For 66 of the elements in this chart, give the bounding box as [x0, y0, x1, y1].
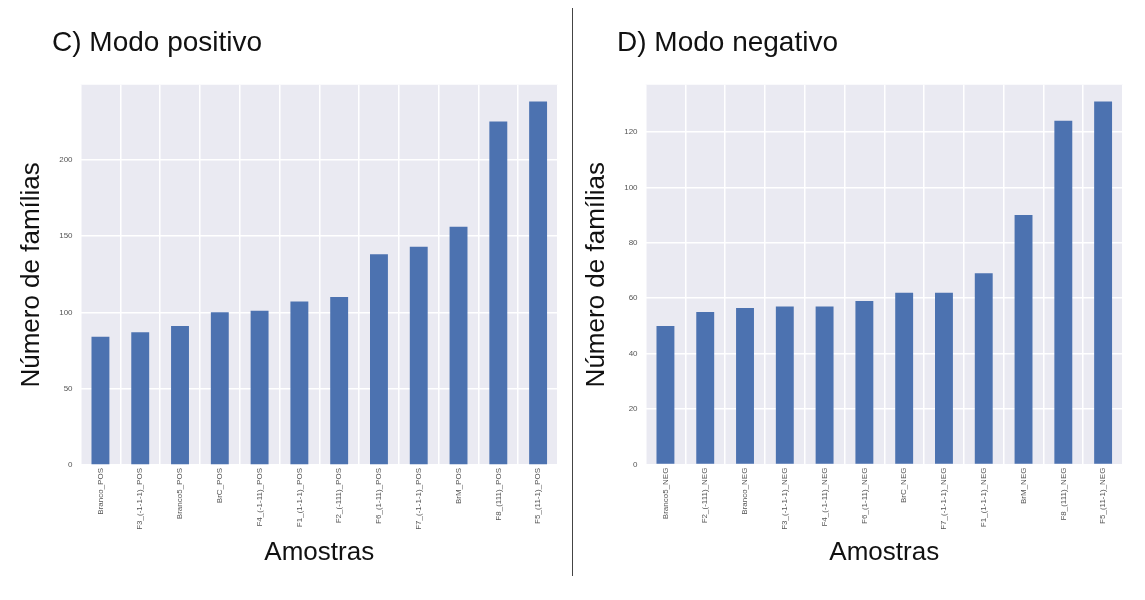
- bar: [250, 310, 269, 465]
- bar: [449, 226, 468, 465]
- x-tick-label: F1_(1-1-1)_NEG: [978, 467, 988, 528]
- bar: [1094, 101, 1113, 464]
- x-tick-label: F7_(-1-1-1)_POS: [413, 468, 423, 530]
- chart-title: D) Modo negativo: [616, 25, 839, 59]
- y-tick-label: 40: [628, 348, 639, 358]
- bar: [370, 254, 388, 465]
- y-tick-label: 150: [59, 231, 74, 241]
- bar: [855, 301, 874, 464]
- x-tick-label: BrM_POS: [453, 468, 463, 505]
- x-tick-label: Branco5_POS: [175, 468, 185, 520]
- x-tick-label: F7_(-1-1-1)_NEG: [939, 467, 949, 530]
- bar: [815, 306, 834, 464]
- x-tick-label: F1_(1-1-1)_POS: [294, 468, 304, 528]
- x-tick-label: F6_(1-11)_NEG: [859, 467, 869, 524]
- y-tick-label: 0: [68, 460, 74, 470]
- y-tick-label: 100: [624, 182, 639, 192]
- y-tick-label: 0: [633, 459, 639, 469]
- x-tick-label: BrM_NEG: [1018, 467, 1028, 505]
- bar: [210, 312, 229, 465]
- x-tick-label: F2_(-111)_NEG: [700, 467, 710, 524]
- x-tick-label: F4_(-1-11)_POS: [254, 468, 264, 527]
- bar: [974, 273, 993, 464]
- bar: [1054, 120, 1073, 464]
- x-tick-label: F3_(-1-1-1)_NEG: [780, 467, 790, 530]
- x-tick-label: F5_(11-1)_NEG: [1098, 467, 1108, 524]
- bar: [330, 297, 349, 465]
- x-axis-title: Amostras: [264, 535, 375, 566]
- bar: [736, 307, 754, 464]
- y-axis-title: Número de famílias: [14, 162, 45, 388]
- bar: [171, 326, 189, 465]
- y-tick-label: 60: [628, 293, 639, 303]
- bar: [489, 121, 508, 465]
- chart-title: C) Modo positivo: [51, 25, 264, 59]
- x-tick-label: F2_(-111)_POS: [334, 468, 344, 524]
- y-tick-label: 100: [59, 307, 74, 317]
- y-tick-label: 120: [624, 127, 639, 137]
- x-tick-label: Branco5_NEG: [660, 467, 670, 520]
- x-tick-label: BrC_POS: [215, 468, 225, 504]
- y-tick-label: 80: [628, 238, 639, 248]
- bar: [1014, 215, 1033, 464]
- x-tick-label: F4_(-1-11)_NEG: [819, 467, 829, 527]
- bar: [935, 292, 953, 464]
- x-tick-label: Branco_NEG: [740, 467, 750, 515]
- bar: [131, 332, 150, 465]
- y-tick-label: 50: [63, 383, 74, 393]
- bar: [529, 101, 548, 465]
- x-axis-title: Amostras: [829, 535, 940, 566]
- y-axis-title: Número de famílias: [579, 161, 610, 388]
- bar: [656, 325, 675, 464]
- bar: [775, 306, 794, 464]
- x-tick-label: F3_(-1-1-1)_POS: [135, 468, 145, 530]
- bar: [895, 292, 914, 464]
- x-tick-label: BrC_NEG: [899, 467, 909, 504]
- x-tick-label: F8_(111)_POS: [493, 468, 503, 521]
- bar: [696, 312, 715, 464]
- x-tick-label: F5_(11-1)_POS: [533, 468, 543, 524]
- bar: [91, 336, 110, 465]
- x-tick-label: F6_(1-11)_POS: [374, 468, 384, 524]
- bar: [409, 246, 428, 465]
- x-tick-label: F8_(111)_NEG: [1058, 467, 1068, 521]
- x-tick-label: Branco_POS: [95, 468, 105, 515]
- bar: [290, 301, 309, 465]
- y-tick-label: 200: [59, 154, 74, 164]
- y-tick-label: 20: [628, 404, 639, 414]
